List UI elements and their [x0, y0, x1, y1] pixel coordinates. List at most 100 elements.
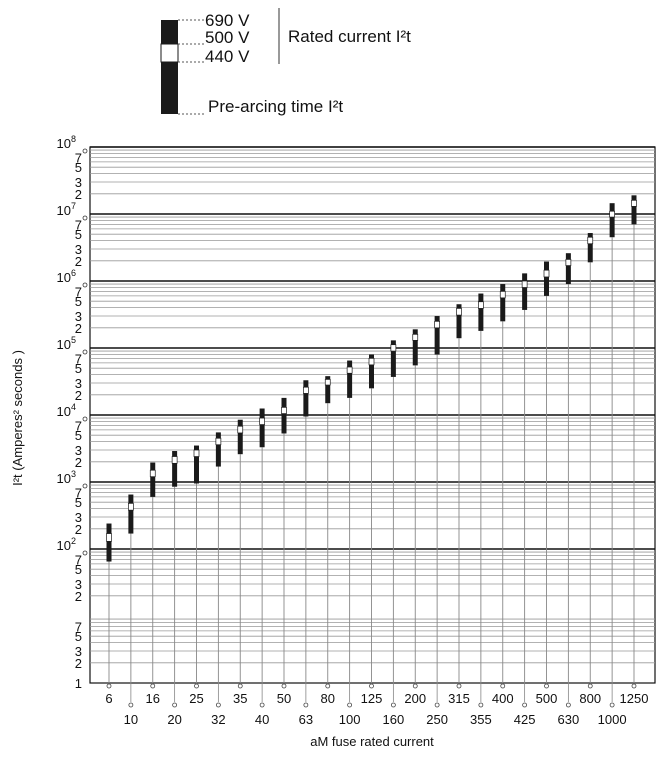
y-tick-label-minor: 3: [75, 510, 82, 525]
y-tick-label-minor: 2: [75, 187, 82, 202]
y-tick-marker: [82, 282, 88, 288]
grid: [89, 146, 656, 684]
bar-440-500: [499, 291, 506, 299]
bar-440-500: [106, 533, 112, 542]
y-tick-label-minor: 7: [75, 619, 82, 634]
bar-prearc: [215, 444, 221, 467]
legend: 690 V 500 V 440 V Rated current I²t Pre-…: [160, 8, 411, 116]
bar-500-690: [259, 408, 265, 419]
bar-500-690: [172, 451, 178, 457]
x-tick-marker: [172, 702, 178, 708]
y-tick-label-minor: 5: [75, 629, 82, 644]
bar-440-500: [587, 236, 594, 245]
x-tick-marker: [565, 702, 571, 708]
y-tick-label-minor: 7: [75, 217, 82, 232]
x-tick-label: 80: [321, 691, 335, 706]
bar-prearc: [434, 327, 440, 355]
x-tick-label: 32: [211, 712, 225, 727]
x-tick-marker: [215, 702, 221, 708]
y-tick-label-minor: 2: [75, 321, 82, 336]
bar-500-690: [325, 376, 331, 380]
bar-prearc: [587, 243, 593, 263]
bar-prearc: [609, 217, 615, 238]
y-tick-marker: [82, 215, 88, 221]
bar-500-690: [215, 432, 221, 439]
bar-440-500: [390, 344, 397, 352]
bar-prearc: [631, 206, 637, 225]
x-tick-marker: [544, 683, 549, 689]
y-tick-label-minor: 2: [75, 522, 82, 537]
bar-500-690: [237, 419, 243, 427]
bar-prearc: [194, 456, 199, 484]
x-tick-label: 63: [299, 712, 313, 727]
bar-440-500: [149, 469, 156, 478]
y-tick-label-minor: 1: [75, 676, 82, 691]
y-tick-label-minor: 5: [75, 294, 82, 309]
bar-500-690: [303, 380, 309, 388]
bar-500-690: [478, 293, 484, 302]
x-tick-label: 1250: [620, 691, 649, 706]
x-tick-label: 40: [255, 712, 269, 727]
bar-500-690: [412, 329, 418, 335]
bar-500-690: [456, 304, 462, 309]
y-tick-label-major: 106: [57, 268, 76, 285]
x-tick-label: 10: [124, 712, 138, 727]
bar-500-690: [631, 195, 637, 201]
bar-500-690: [500, 284, 506, 292]
y-tick-label-minor: 7: [75, 485, 82, 500]
bar-440-500: [171, 456, 178, 464]
bar-440-500: [281, 407, 287, 414]
bar-500-690: [434, 316, 440, 322]
legend-swatch-dark-bottom: [161, 62, 178, 114]
legend-label-690: 690 V: [205, 11, 250, 30]
y-tick-label-minor: 2: [75, 254, 82, 269]
bar-440-500: [368, 358, 375, 366]
y-tick-label-major: 102: [57, 536, 76, 553]
x-tick-marker: [500, 683, 506, 689]
x-tick-marker: [128, 702, 134, 708]
bar-440-500: [412, 333, 419, 341]
x-tick-label: 355: [470, 712, 492, 727]
bar-500-690: [150, 462, 156, 471]
legend-label-440: 440 V: [205, 47, 250, 66]
bar-440-500: [565, 259, 572, 266]
x-tick-label: 25: [189, 691, 203, 706]
x-tick-marker: [609, 702, 615, 708]
bar-prearc: [150, 476, 156, 497]
y-tick-label-minor: 5: [75, 562, 82, 577]
bar-440-500: [609, 210, 615, 218]
bar-440-500: [456, 308, 462, 316]
bar-440-500: [193, 449, 200, 457]
y-axis-label: I²t (Amperes² seconds ): [10, 350, 25, 486]
x-tick-label: 50: [277, 691, 291, 706]
y-tick-label-minor: 2: [75, 455, 82, 470]
y-tick-label-major: 105: [57, 335, 76, 352]
legend-swatch-light: [160, 43, 179, 63]
y-tick-label-minor: 2: [75, 656, 82, 671]
bar-prearc: [237, 432, 243, 455]
y-tick-label-major: 108: [57, 134, 76, 151]
y-tick-marker: [82, 148, 88, 154]
bar-prearc: [412, 340, 418, 366]
bar-prearc: [281, 413, 287, 434]
y-tick-label-minor: 5: [75, 495, 82, 510]
x-tick-label: 20: [167, 712, 181, 727]
x-tick-marker: [259, 702, 265, 708]
bar-440-500: [346, 366, 353, 374]
x-tick-marker: [587, 683, 593, 689]
bar-500-690: [390, 340, 396, 345]
bar-prearc: [544, 276, 549, 296]
x-tick-marker: [106, 683, 112, 689]
x-tick-label: 400: [492, 691, 514, 706]
y-tick-marker: [82, 349, 88, 355]
y-tick-label-minor: 7: [75, 284, 82, 299]
x-tick-marker: [194, 683, 199, 689]
x-tick-label: 100: [339, 712, 361, 727]
bar-prearc: [522, 287, 528, 310]
legend-swatch-dark-top: [161, 20, 178, 44]
x-tick-label: 125: [361, 691, 383, 706]
bar-500-690: [587, 233, 593, 238]
y-tick-label-minor: 2: [75, 589, 82, 604]
bar-500-690: [565, 253, 571, 260]
